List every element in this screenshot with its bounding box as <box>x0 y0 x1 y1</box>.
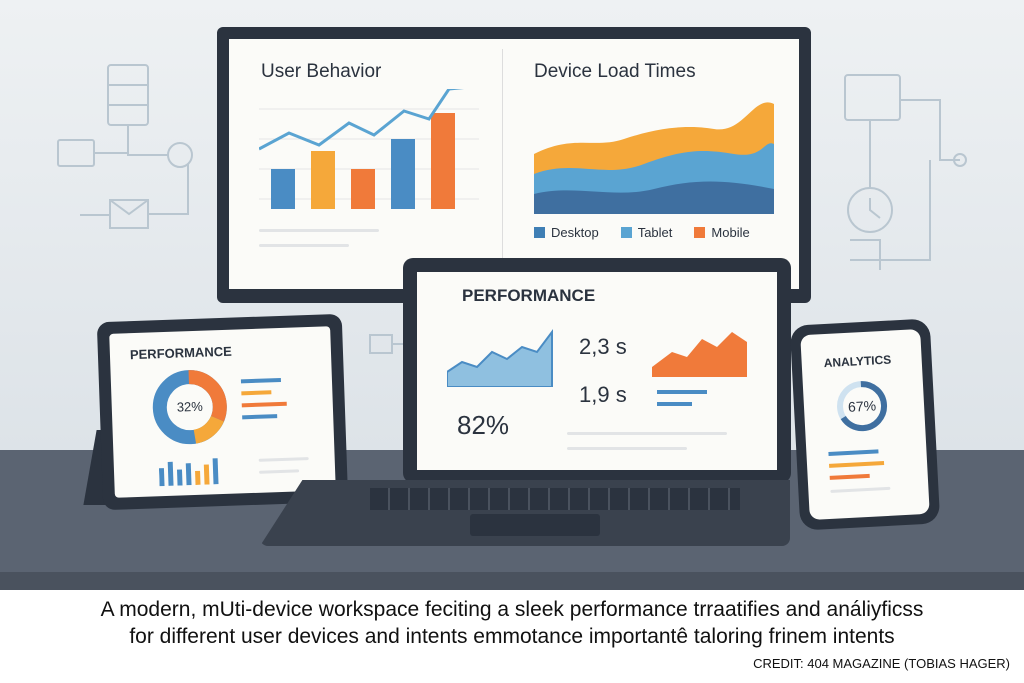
bar <box>391 139 415 209</box>
metric-percentage: 82% <box>457 410 510 440</box>
caption-line-1: A modern, mUti-device workspace feciting… <box>100 598 924 621</box>
desk-edge <box>0 572 1024 590</box>
divider <box>502 49 503 279</box>
keyboard <box>370 488 740 510</box>
trend-line <box>259 89 465 151</box>
legend-mobile: Mobile <box>694 225 750 240</box>
donut-value: 32% <box>176 398 204 415</box>
tablet: PERFORMANCE 32% <box>96 313 349 511</box>
gauge-value: 67% <box>847 397 877 415</box>
legend-tablet: Tablet <box>620 225 672 240</box>
tablet-title: PERFORMANCE <box>129 343 232 363</box>
bar <box>431 113 455 209</box>
bar <box>271 169 295 209</box>
tablet-bar-chart <box>158 458 219 487</box>
monitor: User Behavior Device Load Times Desktop … <box>217 27 811 303</box>
laptop-title: PERFORMANCE <box>462 286 596 305</box>
laptop-area-chart <box>447 329 553 387</box>
phone-screen: ANALYTICS 67% <box>800 328 930 521</box>
bar <box>311 151 335 209</box>
credit: CREDIT: 404 MAGAZINE (TOBIAS HAGER) <box>753 656 1010 671</box>
laptop-screen: PERFORMANCE 2,3 s 1,9 s 82% <box>417 272 777 470</box>
metric-load-time-1: 2,3 s <box>579 334 627 359</box>
monitor-screen: User Behavior Device Load Times Desktop … <box>229 39 799 289</box>
laptop-orange-chart <box>652 332 747 377</box>
legend-desktop: Desktop <box>534 225 599 240</box>
laptop-base <box>260 480 790 546</box>
donut-chart <box>152 370 227 445</box>
device-load-area-chart <box>534 102 774 214</box>
desktop-area <box>534 181 774 214</box>
device-load-times-title: Device Load Times <box>534 61 696 82</box>
user-behavior-chart <box>259 89 479 209</box>
caption: A modern, mUti-device workspace feciting… <box>0 596 1024 650</box>
legend: Desktop Tablet Mobile <box>534 225 750 240</box>
donut-segment <box>152 370 227 445</box>
user-behavior-title: User Behavior <box>261 61 382 82</box>
metric-load-time-2: 1,9 s <box>579 382 627 407</box>
phone-title: ANALYTICS <box>823 352 892 371</box>
caption-line-2: for different user devices and intents e… <box>129 625 895 648</box>
network-decoration <box>57 64 967 374</box>
bar <box>351 169 375 209</box>
laptop: PERFORMANCE 2,3 s 1,9 s 82% <box>403 258 791 483</box>
tablet-screen: PERFORMANCE 32% <box>109 326 336 498</box>
gauge-chart <box>837 381 888 432</box>
trackpad <box>470 514 600 536</box>
phone: ANALYTICS 67% <box>789 318 941 531</box>
